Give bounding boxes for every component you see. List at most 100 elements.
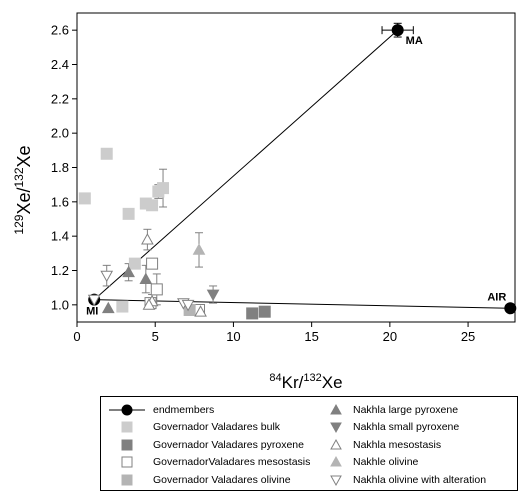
legend-symbol — [330, 475, 342, 486]
point-governador-valadares-bulk — [100, 147, 113, 160]
point-governador-valadares-bulk — [157, 182, 170, 195]
legend-column-right: Nakhla large pyroxene Nakhla small pyroxe… — [325, 401, 486, 489]
y-tick-label: 2.4 — [51, 57, 69, 72]
point-governador-valadares-bulk — [78, 192, 91, 205]
fit-lines — [93, 29, 511, 309]
data-points — [78, 24, 517, 320]
point-nakhla-large-pyroxene — [101, 301, 115, 314]
y-tick-label: 2.0 — [51, 126, 69, 141]
mixing-line — [93, 29, 399, 301]
point-nakhla-olivine-with-alteration — [100, 270, 114, 283]
legend-item: Nakhla mesostasis — [325, 436, 486, 454]
y-tick-label: 1.0 — [51, 297, 69, 312]
legend-label: Nakhla olivine with alteration — [353, 473, 487, 486]
x-axis-label: 84Kr/132Xe — [269, 372, 342, 392]
legend-symbol — [330, 403, 342, 415]
legend-marker — [121, 456, 133, 468]
y-tick-label: 1.8 — [51, 160, 69, 175]
point-nakhla-mesostasis — [194, 305, 207, 317]
x-tick-label: 15 — [304, 329, 318, 344]
legend-label: Nakhla small pyroxene — [353, 421, 460, 434]
x-tick-label: 25 — [461, 329, 475, 344]
legend-symbol — [330, 456, 342, 467]
legend-marker — [330, 438, 342, 450]
legend-marker — [330, 422, 342, 434]
point-governador-valadares-bulk — [128, 257, 141, 270]
point-nakhla-mesostasis — [142, 298, 156, 310]
legend-symbol — [121, 456, 133, 468]
legend-marker — [121, 404, 133, 416]
point-governador-valadares-bulk — [146, 199, 159, 212]
legend-item: Governador Valadares bulk — [107, 419, 310, 437]
plot-frame — [76, 12, 516, 323]
y-tick-label: 1.6 — [51, 194, 69, 209]
legend-symbol — [121, 421, 133, 433]
axis-ticks: 0 5 10 15 20 25 1.0 1.2 1.4 1.6 1.8 2.0 2.2 2.4 2.6 — [51, 23, 475, 344]
legend-marker — [121, 474, 133, 486]
point-nakhla-large-pyroxene — [139, 272, 153, 284]
x-tick-label: 20 — [383, 329, 397, 344]
x-tick-label: 10 — [226, 329, 240, 344]
mixing-line — [94, 299, 511, 309]
legend-marker — [330, 403, 342, 415]
point-governadorvaladares-mesostasis — [150, 283, 163, 296]
legend-label: Nakhle olivine — [353, 456, 419, 469]
legend-symbol — [109, 404, 145, 416]
legend-marker — [330, 475, 342, 486]
legend-item: Governador Valadares olivine — [107, 471, 310, 489]
point-governador-valadares-pyroxene — [258, 305, 271, 318]
legend-symbol — [330, 438, 342, 450]
legend-label: GovernadorValadares mesostasis — [153, 456, 311, 469]
x-tick-label: 0 — [73, 329, 80, 344]
point-governadorvaladares-mesostasis — [146, 257, 159, 270]
legend-item: Nakhle olivine — [325, 454, 486, 472]
point-endmembers — [504, 302, 517, 315]
point-nakhla-mesostasis — [141, 233, 154, 245]
point-nakhla-olivine-with-alteration — [87, 294, 101, 307]
y-tick-label: 2.2 — [51, 91, 69, 106]
x-label-sup2: 132 — [303, 372, 321, 384]
legend: endmembers Governador Valadares bulk Gover… — [100, 396, 518, 491]
x-label-base1: Kr/ — [282, 373, 304, 392]
legend-item: Governador Valadares pyroxene — [107, 436, 310, 454]
point-nakhla-small-pyroxene — [206, 289, 220, 302]
legend-label: Nakhla mesostasis — [353, 438, 442, 451]
legend-label: Nakhla large pyroxene — [353, 403, 459, 416]
y-label-sup2: 132 — [12, 167, 26, 187]
annotation-ma: MA — [406, 35, 423, 47]
y-tick-label: 2.6 — [51, 23, 69, 38]
legend-marker — [330, 456, 342, 467]
legend-symbol — [121, 474, 133, 486]
point-nakhle-olivine — [192, 243, 206, 255]
y-tick-label: 1.2 — [51, 263, 69, 278]
legend-symbol — [330, 422, 342, 434]
point-governador-valadares-bulk — [116, 300, 129, 313]
legend-column-left: endmembers Governador Valadares bulk Gover… — [107, 401, 310, 489]
y-label-base1: Xe/ — [14, 188, 34, 215]
point-endmembers — [391, 24, 404, 37]
legend-label: endmembers — [153, 403, 215, 416]
legend-item: Nakhla small pyroxene — [325, 419, 486, 437]
legend-item: endmembers — [107, 401, 310, 419]
legend-marker — [121, 421, 133, 433]
legend-item: Nakhla olivine with alteration — [325, 471, 486, 489]
y-label-base2: Xe — [14, 145, 34, 167]
annotations: MA MI AIR — [86, 35, 506, 318]
point-governador-valadares-pyroxene — [246, 307, 259, 320]
x-tick-label: 5 — [152, 329, 159, 344]
legend-symbol — [121, 439, 133, 451]
x-label-sup1: 84 — [269, 372, 281, 384]
legend-label: Governador Valadares pyroxene — [153, 438, 304, 451]
plot-area-border — [76, 12, 516, 323]
legend-item: GovernadorValadares mesostasis — [107, 454, 310, 472]
legend-label: Governador Valadares bulk — [153, 421, 281, 434]
y-label-sup1: 129 — [12, 214, 26, 234]
point-nakhla-olivine-with-alteration — [181, 299, 195, 312]
legend-label: Governador Valadares olivine — [153, 473, 291, 486]
point-nakhla-large-pyroxene — [122, 265, 135, 278]
annotation-mi: MI — [86, 306, 98, 318]
legend-item: Nakhla large pyroxene — [325, 401, 486, 419]
x-label-base2: Xe — [322, 373, 343, 392]
chart: 0 5 10 15 20 25 1.0 1.2 1.4 1.6 1.8 2.0 2.2 2.4 2.6 MA… — [12, 12, 517, 392]
y-tick-label: 1.4 — [51, 229, 69, 244]
